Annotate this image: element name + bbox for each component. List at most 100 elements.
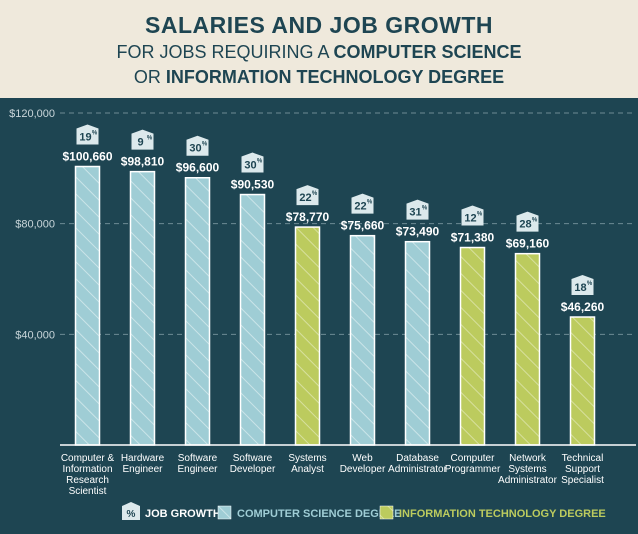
y-axis-ticks: $40,000 $80,000 $120,000 [9, 108, 55, 341]
growth-tag [186, 135, 209, 156]
x-tick-label: Computer & Information Research Scientist [61, 453, 115, 497]
growth-tag [241, 152, 264, 173]
x-tick-label-line: Computer & [61, 453, 115, 464]
x-tick-label-line: Software [233, 453, 273, 464]
growth-tag [406, 199, 429, 220]
bar [184, 176, 211, 446]
job-growth-label: 22 [299, 192, 311, 204]
bar-value-label: $75,660 [341, 219, 385, 233]
x-tick-label-line: Software [178, 453, 218, 464]
legend-growth-label: JOB GROWTH [145, 508, 221, 520]
x-tick-label-line: Systems [508, 464, 546, 475]
legend: % JOB GROWTH COMPUTER SCIENCE DEGREE INF… [122, 502, 606, 520]
bar [404, 240, 431, 446]
percent-sign: % [367, 200, 373, 206]
x-tick-label-line: Research [66, 475, 109, 486]
job-growth-label: 9 [137, 137, 143, 149]
percent-sign: % [202, 142, 208, 148]
x-tick-label-line: Administrator [388, 464, 448, 475]
job-growth-label: 28 [519, 219, 531, 231]
job-growth-label: 12 [464, 213, 476, 225]
chart-subtitle-line1: FOR JOBS REQUIRING A COMPUTER SCIENCE [116, 42, 521, 62]
legend-it-label: INFORMATION TECHNOLOGY DEGREE [399, 508, 606, 520]
job-growth-label: 18 [574, 282, 586, 294]
x-tick-label-line: Computer [451, 453, 496, 464]
bar [74, 165, 101, 446]
job-growth-label: 31 [409, 207, 421, 219]
growth-tag-icon [122, 502, 140, 520]
growth-tag [296, 185, 319, 206]
x-tick-label-line: Systems [288, 453, 326, 464]
x-axis-labels: Computer & Information Research Scientist Ha… [61, 453, 604, 497]
x-tick-label-line: Web [352, 453, 373, 464]
bar-value-label: $46,260 [561, 300, 605, 314]
x-tick-label-line: Technical [562, 453, 604, 464]
legend-cs-label: COMPUTER SCIENCE DEGREE [237, 508, 401, 520]
x-tick-label: Web Developer [340, 453, 386, 475]
bar [294, 226, 321, 446]
percent-sign: % [532, 218, 538, 224]
x-tick-label-line: Developer [340, 464, 386, 475]
growth-tag [571, 275, 594, 296]
percent-sign: % [147, 136, 153, 142]
x-tick-label: Database Administrator [388, 453, 448, 475]
x-tick-label-line: Network [509, 453, 547, 464]
legend-it-swatch [379, 505, 394, 520]
bar-value-label: $69,160 [506, 237, 550, 251]
bar-labels: $100,660 19 % $98,810 9 % $96,600 30 % $90,530 30%… [62, 124, 605, 314]
x-tick-label: Computer Programmer [445, 453, 501, 475]
legend-cs-swatch [217, 505, 232, 520]
x-tick-label-line: Developer [230, 464, 276, 475]
growth-tag [516, 211, 539, 232]
x-tick-label-line: Support [565, 464, 600, 475]
x-tick-label-line: Hardware [121, 453, 165, 464]
bar [349, 234, 376, 446]
x-tick-label: Software Engineer [177, 453, 218, 475]
x-tick-label-line: Database [396, 453, 439, 464]
percent-sign: % [257, 159, 263, 165]
bar [459, 246, 486, 446]
x-tick-label: Hardware Engineer [121, 453, 165, 475]
legend-cs: COMPUTER SCIENCE DEGREE [217, 505, 401, 520]
job-growth-label: 30 [244, 160, 256, 172]
growth-tag [76, 124, 99, 145]
x-tick-label-line: Programmer [445, 464, 501, 475]
growth-tag [461, 205, 484, 226]
growth-tag [131, 129, 154, 150]
percent-sign: % [312, 191, 318, 197]
bar-value-label: $73,490 [396, 225, 440, 239]
bar-value-label: $71,380 [451, 231, 495, 245]
chart-title: SALARIES AND JOB GROWTH [145, 12, 493, 38]
x-tick-label-line: Engineer [122, 464, 163, 475]
bar-value-label: $90,530 [231, 178, 275, 192]
bar-value-label: $78,770 [286, 210, 330, 224]
bar [239, 193, 266, 446]
bar [129, 170, 156, 446]
job-growth-label: 22 [354, 201, 366, 213]
bar-value-label: $96,600 [176, 161, 220, 175]
y-tick-label: $120,000 [9, 108, 55, 120]
job-growth-label: 30 [189, 143, 201, 155]
x-tick-label-line: Information [62, 464, 112, 475]
job-growth-label: 19 [79, 132, 91, 144]
bar-value-label: $98,810 [121, 155, 165, 169]
bar-value-label: $100,660 [62, 150, 112, 164]
percent-sign: % [422, 206, 428, 212]
x-tick-label: Network Systems Administrator [498, 453, 558, 486]
x-tick-label-line: Specialist [561, 475, 604, 486]
x-tick-label: Systems Analyst [288, 453, 326, 475]
bar [569, 316, 596, 446]
x-tick-label: Software Developer [230, 453, 276, 475]
legend-growth-symbol: % [127, 509, 136, 520]
percent-sign: % [92, 131, 98, 137]
x-tick-label-line: Engineer [177, 464, 218, 475]
chart-subtitle-line2: OR INFORMATION TECHNOLOGY DEGREE [134, 67, 504, 87]
bars [74, 165, 596, 446]
bar [514, 252, 541, 446]
legend-growth: % JOB GROWTH [122, 502, 221, 520]
growth-tag [351, 193, 374, 214]
legend-it: INFORMATION TECHNOLOGY DEGREE [379, 505, 606, 520]
y-tick-label: $40,000 [15, 329, 55, 341]
percent-sign: % [587, 281, 593, 287]
